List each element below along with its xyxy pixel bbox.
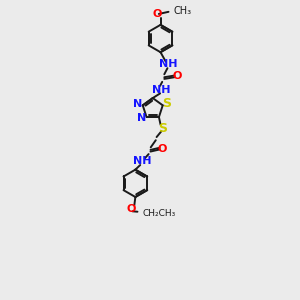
Text: CH₂CH₃: CH₂CH₃: [143, 209, 176, 218]
Text: O: O: [173, 71, 182, 81]
Text: O: O: [158, 144, 167, 154]
Text: O: O: [126, 204, 135, 214]
Text: S: S: [159, 122, 168, 134]
Text: NH: NH: [134, 156, 152, 166]
Text: N: N: [137, 113, 147, 123]
Text: NH: NH: [152, 85, 170, 94]
Text: NH: NH: [159, 59, 178, 69]
Text: N: N: [134, 99, 143, 109]
Text: CH₃: CH₃: [173, 6, 191, 16]
Text: S: S: [162, 97, 171, 110]
Text: O: O: [152, 9, 161, 19]
